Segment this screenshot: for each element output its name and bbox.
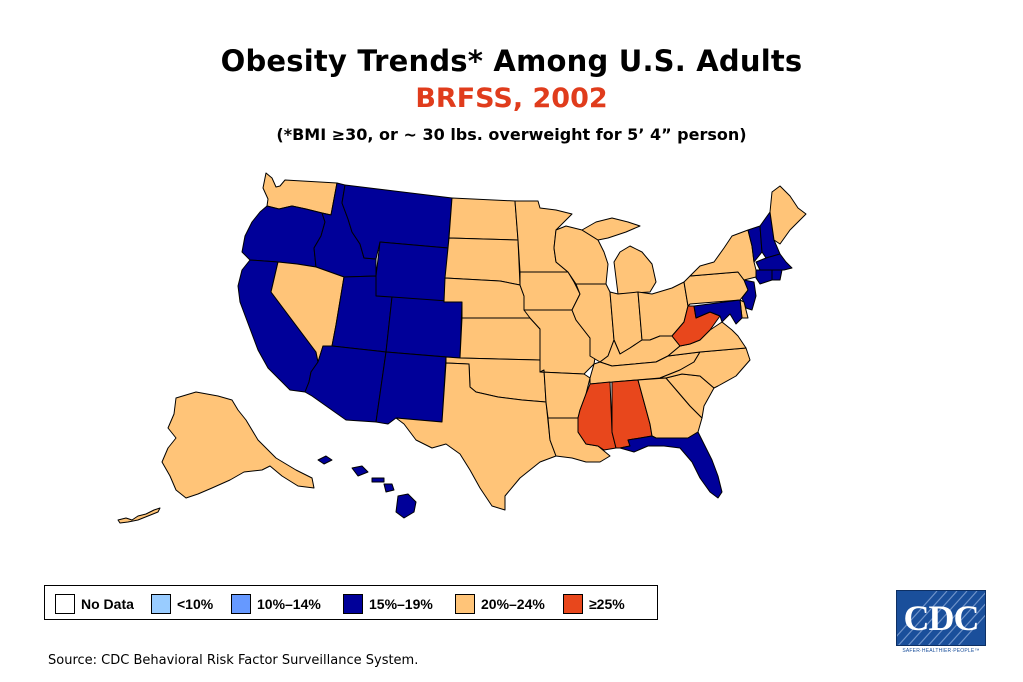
- state-ri: [771, 269, 783, 281]
- state-vt: [747, 225, 763, 263]
- legend-swatch: [55, 594, 75, 614]
- legend-swatch: [151, 594, 171, 614]
- legend-swatch: [231, 594, 251, 614]
- state-tx: [395, 362, 557, 511]
- source-note: Source: CDC Behavioral Risk Factor Surve…: [48, 653, 419, 668]
- state-il: [571, 283, 615, 363]
- state-hi-molokai: [371, 477, 385, 483]
- cdc-logo-lines: [897, 591, 985, 645]
- cdc-logo-box: CDC: [896, 590, 986, 646]
- cdc-logo-text: CDC: [903, 598, 980, 638]
- legend-swatch: [455, 594, 475, 614]
- cdc-logo: CDC SAFER·HEALTHIER·PEOPLE™: [896, 590, 986, 655]
- state-ia: [519, 271, 581, 311]
- legend-item-15-19: 15%–19%: [343, 593, 433, 615]
- page-subtitle: BRFSS, 2002: [415, 83, 608, 114]
- legend-label: 15%–19%: [369, 596, 433, 612]
- page-title: Obesity Trends* Among U.S. Adults: [220, 44, 803, 78]
- bmi-note: (*BMI ≥30, or ~ 30 lbs. overweight for 5…: [276, 125, 747, 144]
- state-mi: [613, 245, 657, 295]
- alaska-aleutians: [117, 507, 161, 524]
- state-nm: [375, 351, 447, 425]
- state-sd: [444, 237, 521, 286]
- state-me: [769, 185, 807, 245]
- cdc-logo-tagline: SAFER·HEALTHIER·PEOPLE™: [902, 648, 980, 654]
- legend-label: No Data: [81, 596, 134, 612]
- state-co: [385, 296, 463, 359]
- state-hi-maui: [383, 483, 395, 493]
- legend-label: ≥25%: [589, 596, 625, 612]
- state-ak: [161, 391, 315, 499]
- legend-label: <10%: [177, 596, 214, 612]
- state-hi-kauai: [317, 455, 333, 465]
- state-mi-upper: [581, 217, 641, 241]
- legend-item-no-data: No Data: [55, 593, 134, 615]
- legend-swatch: [343, 594, 363, 614]
- state-ct: [755, 269, 773, 285]
- legend-item-gte25: ≥25%: [563, 593, 625, 615]
- state-hi-big: [395, 493, 417, 519]
- state-hi-oahu: [351, 465, 369, 477]
- legend-item-20-24: 20%–24%: [455, 593, 545, 615]
- legend-item-10-14: 10%–14%: [231, 593, 321, 615]
- legend-label: 10%–14%: [257, 596, 321, 612]
- state-wy: [375, 241, 449, 303]
- state-fl: [619, 431, 723, 499]
- legend-item-lt10: <10%: [151, 593, 213, 615]
- state-md: [693, 299, 743, 325]
- state-or: [241, 205, 326, 268]
- state-ma: [755, 253, 793, 271]
- state-nj: [741, 279, 757, 311]
- map-legend: No Data <10% 10%–14% 15%–19% 20%–24% ≥25…: [44, 585, 658, 620]
- state-ks: [459, 317, 541, 361]
- legend-label: 20%–24%: [481, 596, 545, 612]
- state-nd: [448, 197, 519, 241]
- legend-swatch: [563, 594, 583, 614]
- state-wi: [553, 225, 609, 285]
